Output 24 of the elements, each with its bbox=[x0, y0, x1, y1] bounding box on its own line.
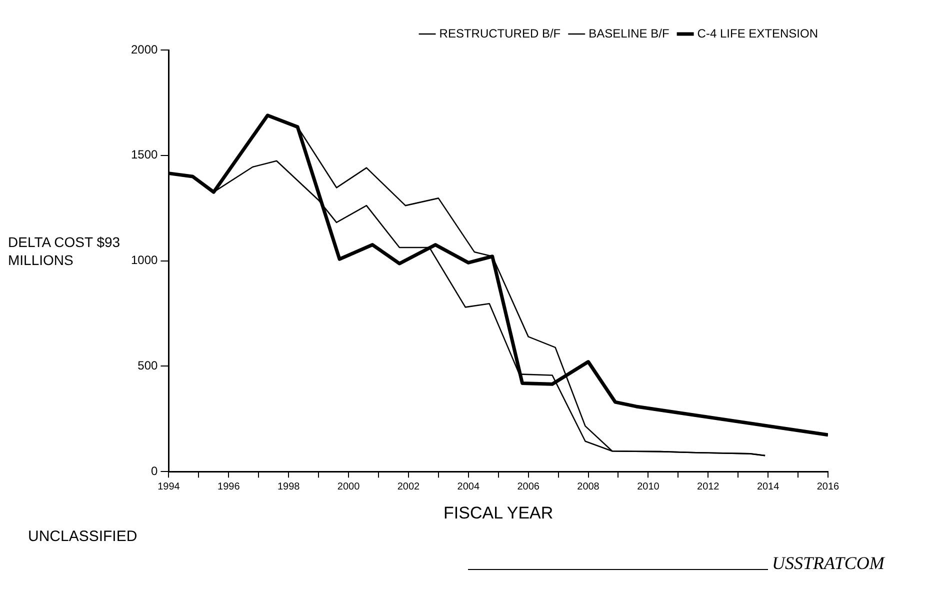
x-tick-label: 2000 bbox=[337, 481, 360, 492]
x-tick-label: 2006 bbox=[517, 481, 540, 492]
text: USSTRATCOM bbox=[772, 553, 884, 574]
x-tick-label: 2016 bbox=[816, 481, 840, 492]
legend-label: C-4 LIFE EXTENSION bbox=[697, 26, 818, 40]
legend-label: BASELINE B/F bbox=[588, 26, 670, 40]
y-axis-title: DELTA COST $93 MILLIONS bbox=[8, 233, 122, 269]
x-tick-label: 1994 bbox=[158, 481, 180, 492]
x-tick-label: 1996 bbox=[218, 481, 240, 492]
x-tick-label: 2014 bbox=[756, 481, 780, 492]
x-axis-title: FISCAL YEAR bbox=[444, 503, 554, 522]
x-tick-label: 2012 bbox=[697, 481, 720, 492]
y-tick-label: 500 bbox=[138, 358, 158, 373]
x-tick-label: 2002 bbox=[397, 481, 420, 492]
text: UNCLASSIFIED bbox=[28, 528, 138, 545]
y-tick-label: 1000 bbox=[130, 253, 158, 268]
x-tick-label: 1998 bbox=[277, 481, 300, 492]
y-tick-label: 2000 bbox=[130, 42, 158, 56]
y-tick-label: 1500 bbox=[130, 148, 158, 162]
x-tick-label: 2004 bbox=[457, 481, 480, 492]
x-tick-label: 2010 bbox=[637, 481, 660, 492]
legend-label: RESTRUCTURED B/F bbox=[439, 26, 561, 40]
y-tick-label: 0 bbox=[151, 464, 158, 478]
x-tick-label: 2008 bbox=[577, 481, 600, 492]
